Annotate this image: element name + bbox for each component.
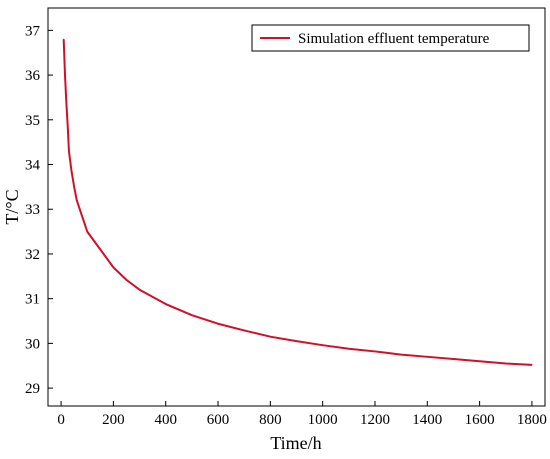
x-tick-label: 1600 bbox=[465, 412, 495, 428]
x-tick-label: 400 bbox=[154, 412, 177, 428]
data-point bbox=[505, 362, 507, 365]
y-axis-ticks: 29 30 31 32 33 34 35 36 37 bbox=[25, 23, 53, 397]
data-point bbox=[295, 340, 298, 342]
data-point bbox=[531, 364, 533, 366]
legend: Simulation effluent temperature bbox=[251, 24, 530, 52]
series-layer bbox=[62, 38, 533, 366]
plot-frame bbox=[47, 7, 546, 407]
x-axis-title: Time/h bbox=[270, 433, 321, 453]
data-point bbox=[70, 170, 73, 172]
data-point bbox=[112, 266, 114, 268]
y-tick-label: 32 bbox=[25, 247, 40, 263]
data-point bbox=[86, 231, 88, 233]
data-point bbox=[81, 215, 83, 217]
data-point bbox=[426, 356, 428, 358]
x-tick-label: 1200 bbox=[360, 412, 390, 428]
data-point bbox=[64, 74, 66, 76]
data-point bbox=[217, 323, 219, 325]
data-point bbox=[99, 248, 101, 251]
y-tick-label: 31 bbox=[25, 292, 40, 308]
x-axis-ticks: 0 200 400 600 800 1000 1200 1400 1600 1800 bbox=[57, 401, 547, 428]
data-point bbox=[138, 289, 141, 291]
data-point bbox=[479, 360, 481, 362]
y-tick-label: 36 bbox=[25, 68, 41, 84]
legend-label: Simulation effluent temperature bbox=[298, 31, 490, 47]
data-point bbox=[165, 303, 167, 305]
y-tick-label: 35 bbox=[25, 113, 40, 129]
data-point bbox=[191, 314, 193, 316]
y-tick-label: 29 bbox=[25, 381, 40, 397]
x-tick-label: 600 bbox=[207, 412, 230, 428]
data-point bbox=[269, 336, 271, 338]
data-point bbox=[243, 329, 245, 332]
x-tick-label: 800 bbox=[259, 412, 282, 428]
data-point bbox=[125, 279, 128, 281]
y-tick-label: 33 bbox=[25, 202, 40, 218]
y-tick-label: 37 bbox=[25, 23, 41, 39]
legend-box bbox=[251, 24, 530, 52]
x-tick-label: 1000 bbox=[308, 412, 338, 428]
y-tick-label: 30 bbox=[25, 336, 40, 352]
y-axis-title: T/°C bbox=[2, 189, 22, 224]
data-point bbox=[63, 38, 65, 40]
x-tick-label: 0 bbox=[57, 412, 65, 428]
data-point bbox=[322, 344, 324, 346]
data-point bbox=[76, 199, 78, 201]
data-point bbox=[67, 123, 69, 125]
data-point bbox=[400, 353, 402, 356]
series-line-0 bbox=[62, 39, 532, 366]
x-tick-label: 1800 bbox=[517, 412, 547, 428]
x-tick-label: 1400 bbox=[412, 412, 442, 428]
x-tick-label: 200 bbox=[102, 412, 125, 428]
y-tick-label: 34 bbox=[25, 158, 41, 174]
data-point bbox=[452, 358, 455, 360]
data-point bbox=[65, 101, 67, 103]
data-point bbox=[73, 186, 75, 188]
data-point bbox=[68, 150, 70, 152]
data-point bbox=[348, 348, 350, 350]
data-point bbox=[374, 350, 376, 353]
